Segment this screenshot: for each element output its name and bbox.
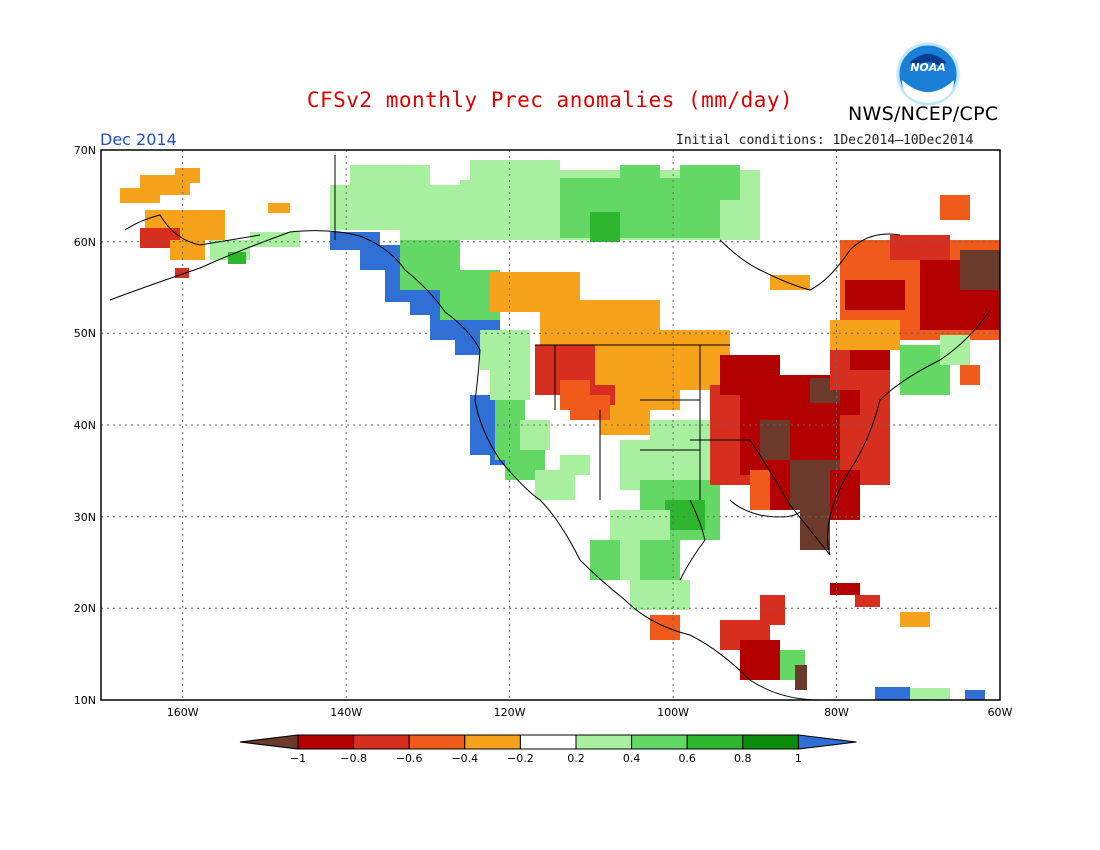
anomaly-field	[101, 150, 1000, 700]
lon-label: 60W	[988, 706, 1013, 719]
colorbar-tick-label: 0.4	[623, 752, 641, 765]
southern-plains-wet-anomaly	[560, 420, 720, 610]
colorbar-tick-label: 0.2	[567, 752, 585, 765]
lon-label: 140W	[330, 706, 362, 719]
wet-anomaly-northern-canada	[330, 160, 760, 250]
colorbar-tick-label: −0.8	[340, 752, 367, 765]
colorbar-segment	[353, 734, 410, 750]
northern-plains-dry-anomaly	[490, 272, 730, 435]
eastern-us-dry-anomaly	[710, 330, 890, 550]
colorbar-tick-label: −0.6	[396, 752, 423, 765]
lat-label: 10N	[74, 694, 96, 707]
agency-label: NWS/NCEP/CPC	[848, 103, 999, 125]
map-frame	[100, 149, 1001, 701]
colorbar-segment	[408, 734, 466, 750]
colorbar-labels: −1 −0.8 −0.6 −0.4 −0.2 0.2 0.4 0.6 0.8 1	[290, 752, 802, 765]
central-america-anomaly	[650, 583, 985, 700]
colorbar-lower-arrow	[239, 734, 299, 750]
colorbar-segment	[742, 734, 799, 750]
initial-conditions-label: Initial conditions: 1Dec2014—10Dec2014	[676, 133, 974, 148]
colorbar-segment	[519, 734, 577, 750]
eastern-canada-dry-anomaly	[770, 195, 1000, 395]
lat-label: 30N	[74, 511, 96, 524]
lon-label: 80W	[824, 706, 849, 719]
lat-label: 60N	[74, 236, 96, 249]
noaa-logo-text: NOAA	[910, 61, 946, 74]
colorbar-segment	[686, 734, 744, 750]
lon-label: 100W	[657, 706, 689, 719]
colorbar-segment	[575, 734, 633, 750]
alaska-anomaly	[120, 168, 300, 278]
noaa-logo: NOAA	[896, 42, 960, 106]
colorbar-tick-label: 0.6	[678, 752, 696, 765]
lon-axis: 160W 140W 120W 100W 80W 60W	[167, 706, 1013, 719]
map-title: CFSv2 monthly Prec anomalies (mm/day)	[306, 88, 794, 112]
lat-axis: 70N 60N 50N 40N 30N 20N 10N	[74, 144, 96, 707]
lat-label: 40N	[74, 419, 96, 432]
colorbar-segment	[297, 734, 355, 750]
lat-label: 50N	[74, 327, 96, 340]
colorbar-segment	[631, 734, 688, 750]
lat-lon-grid	[101, 150, 1000, 700]
lon-label: 160W	[167, 706, 199, 719]
colorbar-upper-arrow	[797, 734, 857, 750]
lat-label: 20N	[74, 602, 96, 615]
lon-label: 120W	[494, 706, 526, 719]
colorbar-tick-label: 1	[795, 752, 802, 765]
colorbar-tick-label: −0.4	[451, 752, 478, 765]
colorbar-tick-label: 0.8	[734, 752, 752, 765]
colorbar-tick-label: −1	[290, 752, 306, 765]
coastlines	[109, 155, 991, 700]
lat-label: 70N	[74, 144, 96, 157]
colorbar	[239, 734, 857, 750]
month-label: Dec 2014	[100, 130, 177, 149]
colorbar-tick-label: −0.2	[507, 752, 534, 765]
colorbar-segment	[464, 734, 521, 750]
